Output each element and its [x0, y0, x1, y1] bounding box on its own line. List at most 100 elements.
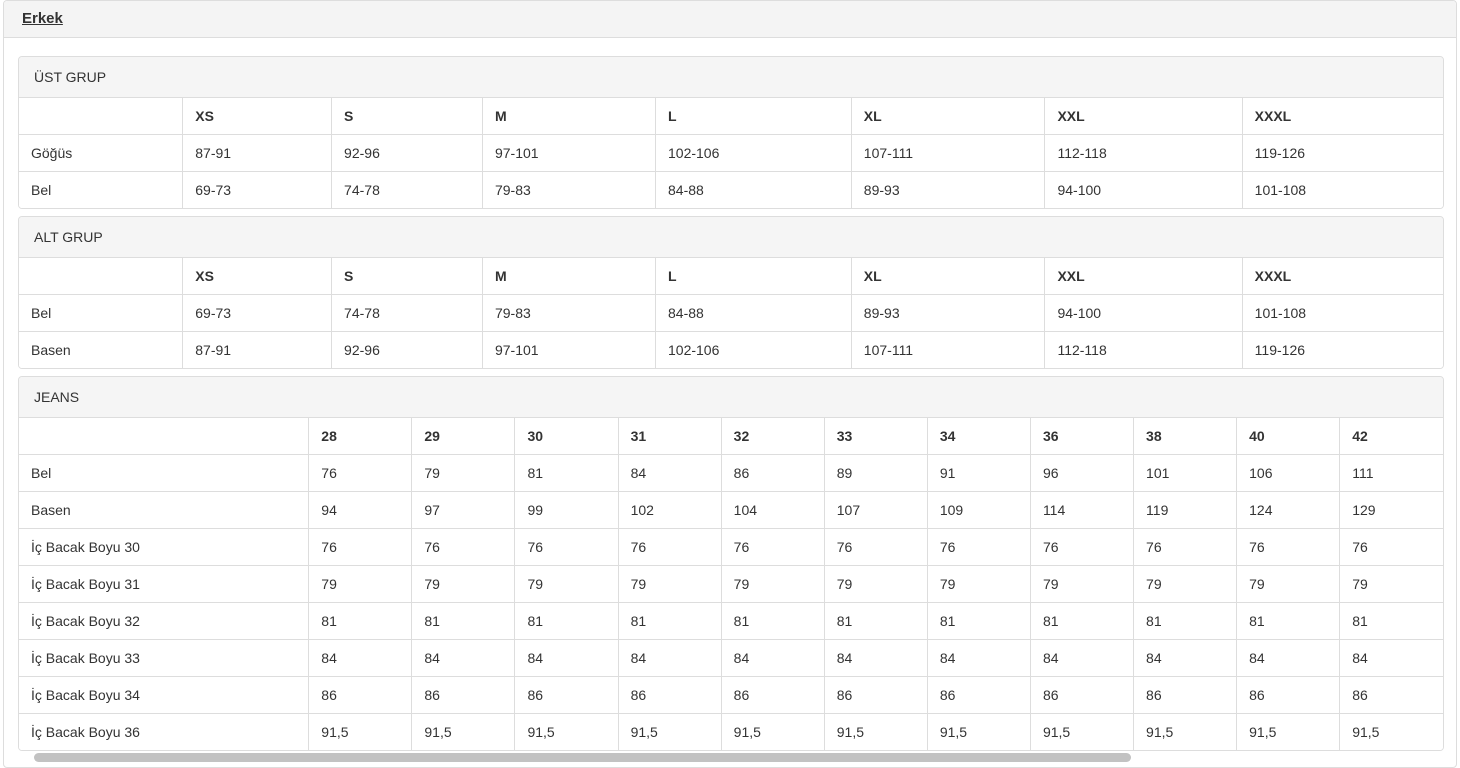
table-cell: 84: [617, 454, 722, 492]
table-cell: 112-118: [1044, 331, 1243, 368]
table-cell: 79: [1133, 565, 1238, 603]
table-row: İç Bacak Boyu 36 91,5 91,5 91,5 91,5 91,5 91,5…: [19, 713, 1443, 750]
table-cell: 86: [514, 676, 619, 714]
panel-ust-grup: ÜST GRUP XS S M L XL XXL XXXL Göğüs 87-91 92-96 97-…: [18, 56, 1444, 209]
table-cell: 92-96: [331, 331, 483, 368]
table-cell: 101: [1133, 454, 1238, 492]
table-cell: 81: [1236, 602, 1341, 640]
table-cell: 79: [720, 565, 825, 603]
header-bar: Erkek: [4, 1, 1456, 38]
column-header: XL: [850, 257, 1046, 295]
table-row: İç Bacak Boyu 31 79 79 79 79 79 79 79 79 79 79 79: [19, 565, 1443, 603]
table-cell: 86: [411, 676, 516, 714]
table-row: Bel 69-73 74-78 79-83 84-88 89-93 94-100 101-10…: [19, 294, 1443, 332]
table-cell: 89-93: [850, 294, 1046, 332]
table-cell: 76: [514, 528, 619, 566]
column-header: 28: [308, 417, 413, 455]
table-row: İç Bacak Boyu 34 86 86 86 86 86 86 86 86 86 86 86: [19, 676, 1443, 714]
table-cell: 76: [823, 528, 928, 566]
column-header: XS: [182, 97, 333, 135]
table-row: İç Bacak Boyu 30 76 76 76 76 76 76 76 76 76 76 76: [19, 528, 1443, 566]
table-cell: 79: [1339, 565, 1443, 603]
column-header: XL: [850, 97, 1046, 135]
table-cell: 119-126: [1241, 331, 1443, 368]
column-header: XXXL: [1241, 257, 1443, 295]
table-cell: 84: [720, 639, 825, 677]
table-cell: 94-100: [1044, 294, 1243, 332]
table-row: Bel 69-73 74-78 79-83 84-88 89-93 94-100 101-10…: [19, 171, 1443, 208]
row-label: İç Bacak Boyu 32: [19, 602, 310, 640]
column-header-empty: [19, 97, 184, 135]
header-row: XS S M L XL XXL XXXL: [19, 97, 1443, 135]
table-row: Göğüs 87-91 92-96 97-101 102-106 107-111 112-1…: [19, 134, 1443, 172]
column-header: 33: [823, 417, 928, 455]
header-row: XS S M L XL XXL XXXL: [19, 257, 1443, 295]
header-row: 28 29 30 31 32 33 34 36 38 40 42: [19, 417, 1443, 455]
table-cell: 87-91: [182, 331, 333, 368]
table-cell: 102-106: [655, 134, 852, 172]
table-cell: 91,5: [1029, 713, 1135, 750]
table-row: İç Bacak Boyu 32 81 81 81 81 81 81 81 81 81 81 81: [19, 602, 1443, 640]
table-cell: 102: [617, 491, 722, 529]
tab-erkek[interactable]: Erkek: [22, 10, 63, 27]
column-header: XXL: [1044, 257, 1243, 295]
table-cell: 76: [1029, 528, 1135, 566]
table-cell: 84-88: [655, 171, 852, 208]
table-cell: 111: [1339, 454, 1443, 492]
table-cell: 107: [823, 491, 928, 529]
horizontal-scrollbar-thumb[interactable]: [34, 753, 1131, 762]
table-cell: 79: [411, 454, 516, 492]
table-cell: 69-73: [182, 171, 333, 208]
table-cell: 79: [1029, 565, 1135, 603]
column-header: L: [655, 257, 852, 295]
size-table-ust-grup: XS S M L XL XXL XXXL Göğüs 87-91 92-96 97-101 102-1…: [19, 97, 1443, 208]
table-cell: 124: [1236, 491, 1341, 529]
table-cell: 91,5: [1133, 713, 1238, 750]
table-cell: 84: [1339, 639, 1443, 677]
table-cell: 81: [720, 602, 825, 640]
table-row: Basen 87-91 92-96 97-101 102-106 107-111 112-1…: [19, 331, 1443, 368]
column-header: XS: [182, 257, 333, 295]
column-header: M: [481, 97, 657, 135]
size-table-alt-grup: XS S M L XL XXL XXXL Bel 69-73 74-78 79-83 84-88 89-…: [19, 257, 1443, 368]
table-cell: 76: [411, 528, 516, 566]
table-cell: 84: [308, 639, 413, 677]
column-header: 31: [617, 417, 722, 455]
table-cell: 81: [1029, 602, 1135, 640]
table-cell: 91,5: [308, 713, 413, 750]
table-cell: 84: [823, 639, 928, 677]
table-cell: 97-101: [481, 134, 657, 172]
table-cell: 94-100: [1044, 171, 1243, 208]
table-cell: 107-111: [850, 134, 1046, 172]
column-header-empty: [19, 257, 184, 295]
row-label: Göğüs: [19, 134, 184, 172]
table-cell: 91,5: [926, 713, 1031, 750]
table-cell: 91,5: [617, 713, 722, 750]
table-cell: 79-83: [481, 294, 657, 332]
table-cell: 104: [720, 491, 825, 529]
table-cell: 84: [1236, 639, 1341, 677]
table-cell: 84: [514, 639, 619, 677]
row-label: İç Bacak Boyu 31: [19, 565, 310, 603]
table-cell: 86: [823, 676, 928, 714]
table-cell: 86: [926, 676, 1031, 714]
table-cell: 79-83: [481, 171, 657, 208]
table-cell: 79: [617, 565, 722, 603]
table-cell: 79: [926, 565, 1031, 603]
table-cell: 87-91: [182, 134, 333, 172]
table-cell: 79: [1236, 565, 1341, 603]
table-cell: 76: [308, 454, 413, 492]
table-cell: 84: [1029, 639, 1135, 677]
row-label: İç Bacak Boyu 30: [19, 528, 310, 566]
panel-jeans: JEANS 28 29 30 31 32 33 34 36 38 40 42 Bel 76 79 81 84 86…: [18, 376, 1444, 751]
table-cell: 86: [308, 676, 413, 714]
column-header: S: [331, 257, 483, 295]
table-cell: 91,5: [514, 713, 619, 750]
panel-heading-alt-grup: ALT GRUP: [19, 217, 1443, 258]
table-cell: 76: [1236, 528, 1341, 566]
column-header: 29: [411, 417, 516, 455]
table-cell: 81: [1133, 602, 1238, 640]
table-cell: 86: [1029, 676, 1135, 714]
column-header: 30: [514, 417, 619, 455]
row-label: Basen: [19, 491, 310, 529]
